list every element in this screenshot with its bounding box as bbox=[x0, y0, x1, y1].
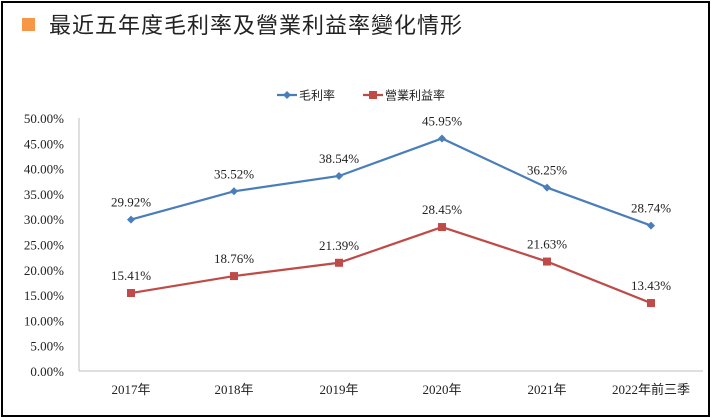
chart-title: 最近五年度毛利率及營業利益率變化情形 bbox=[22, 8, 463, 40]
legend-label: 營業利益率 bbox=[385, 88, 445, 103]
x-tick-label: 2018年 bbox=[214, 382, 253, 397]
data-label: 35.52% bbox=[214, 166, 254, 181]
data-label: 21.63% bbox=[527, 237, 567, 252]
y-tick-label: 0.00% bbox=[30, 364, 64, 379]
chart-title-text: 最近五年度毛利率及營業利益率變化情形 bbox=[49, 14, 464, 39]
x-tick-label: 2017年 bbox=[111, 382, 150, 397]
data-label: 15.41% bbox=[111, 268, 151, 283]
data-point-marker bbox=[647, 299, 655, 308]
x-tick-label: 2022年前三季 bbox=[612, 382, 690, 397]
title-square-icon bbox=[22, 17, 35, 31]
data-point-marker bbox=[335, 258, 343, 267]
y-tick-label: 40.00% bbox=[24, 162, 64, 177]
data-label: 13.43% bbox=[631, 278, 671, 293]
data-label: 36.25% bbox=[527, 163, 567, 178]
data-point-marker bbox=[543, 257, 551, 266]
data-label: 21.39% bbox=[319, 238, 359, 253]
data-point-marker bbox=[230, 272, 238, 281]
legend-square-icon bbox=[369, 91, 377, 99]
y-tick-label: 30.00% bbox=[24, 212, 64, 227]
data-label: 45.95% bbox=[422, 113, 462, 128]
y-tick-label: 10.00% bbox=[24, 313, 64, 328]
series-line-1 bbox=[130, 137, 652, 227]
data-point-marker bbox=[127, 215, 135, 224]
data-label: 28.74% bbox=[631, 201, 671, 216]
legend-diamond-icon bbox=[283, 91, 291, 99]
data-point-marker bbox=[438, 134, 446, 143]
series-line-2 bbox=[130, 225, 652, 305]
data-label: 29.92% bbox=[111, 195, 151, 210]
y-tick-label: 20.00% bbox=[24, 263, 64, 278]
data-label: 28.45% bbox=[422, 202, 462, 217]
data-point-marker bbox=[127, 289, 135, 298]
y-tick-label: 50.00% bbox=[24, 111, 64, 126]
data-point-marker bbox=[647, 221, 655, 230]
y-tick-label: 45.00% bbox=[24, 136, 64, 151]
x-tick-label: 2020年 bbox=[422, 382, 461, 397]
legend-label: 毛利率 bbox=[299, 88, 335, 103]
y-tick-label: 15.00% bbox=[24, 288, 64, 303]
x-tick-label: 2019年 bbox=[319, 382, 358, 397]
y-tick-label: 25.00% bbox=[24, 238, 64, 253]
x-tick-label: 2021年 bbox=[527, 382, 566, 397]
data-point-marker bbox=[543, 183, 551, 192]
data-point-marker bbox=[335, 171, 343, 180]
data-point-marker bbox=[230, 187, 238, 196]
data-point-marker bbox=[438, 223, 446, 232]
data-label: 18.76% bbox=[214, 251, 254, 266]
data-label: 38.54% bbox=[319, 151, 359, 166]
y-tick-label: 35.00% bbox=[24, 187, 64, 202]
y-tick-label: 5.00% bbox=[30, 339, 64, 354]
